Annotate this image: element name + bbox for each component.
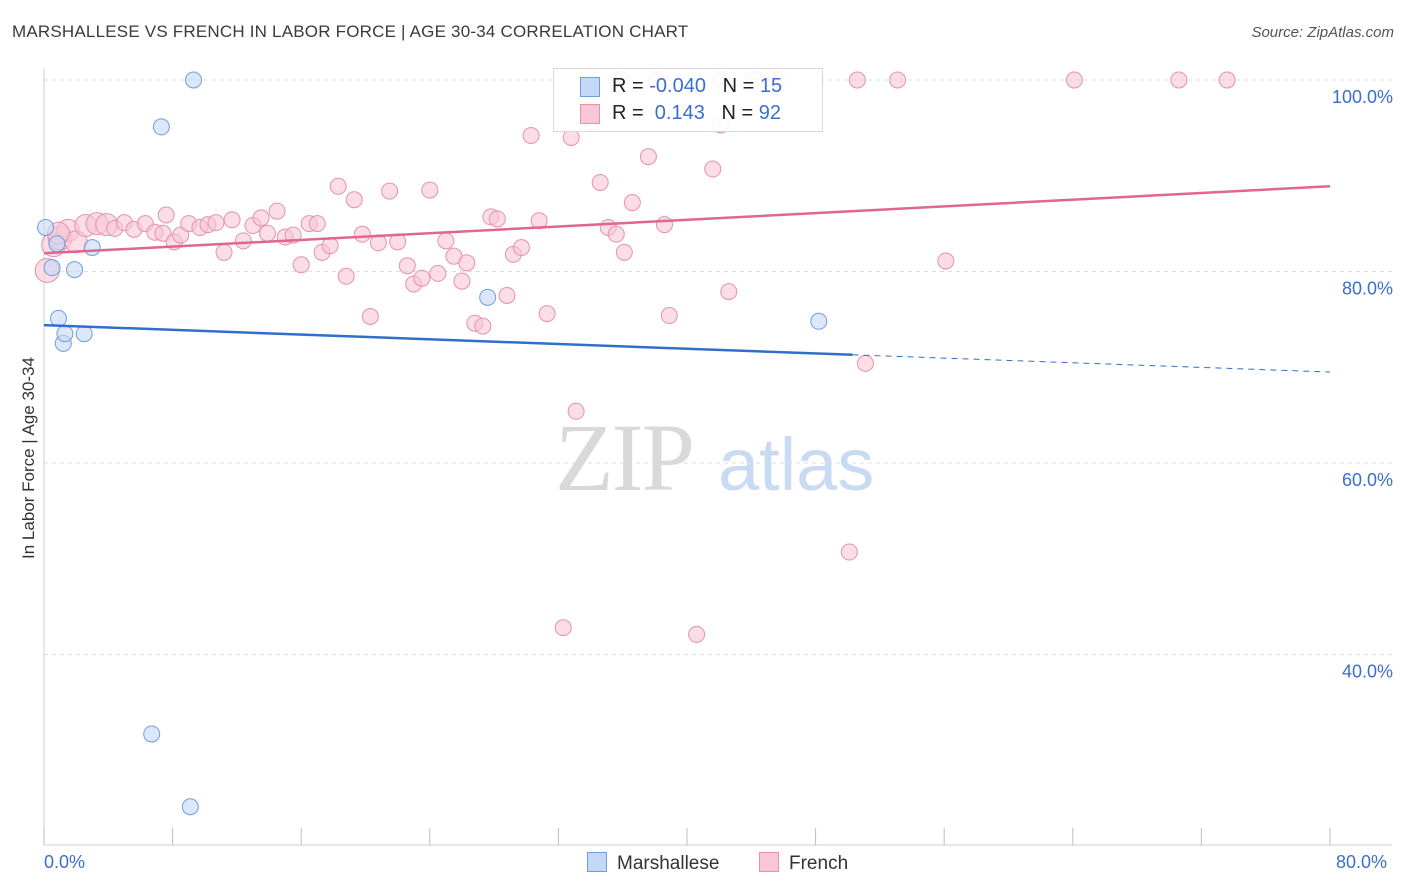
french-point	[567, 402, 585, 420]
x-axis-min-label: 0.0%	[44, 852, 86, 872]
marshallese-point	[43, 259, 61, 277]
french-point	[308, 215, 326, 233]
r-label: R =	[612, 102, 650, 124]
french-point	[413, 269, 431, 287]
french-point	[172, 226, 190, 244]
n-value: 15	[759, 75, 783, 97]
french-point	[498, 286, 516, 304]
marshallese-legend-label: Marshallese	[617, 853, 720, 874]
chart-title: MARSHALLESE VS FRENCH IN LABOR FORCE | A…	[12, 22, 689, 41]
french-point	[234, 232, 252, 250]
correlation-legend: R = -0.040 N = 15 R = 0.143 N = 92	[553, 68, 823, 132]
french-legend-swatch	[759, 852, 779, 872]
french-point	[258, 224, 276, 242]
y-tick-label: 100.0%	[1332, 87, 1393, 107]
french-legend-label: French	[789, 853, 849, 874]
french-point	[538, 305, 556, 323]
legend-french-stats: R = 0.143 N = 92	[612, 102, 781, 125]
y-tick-label: 60.0%	[1342, 470, 1393, 490]
marshallese-trendline	[43, 323, 853, 357]
french-point	[591, 173, 609, 191]
french-point	[154, 224, 172, 242]
french-point	[688, 625, 706, 643]
french-point	[607, 225, 625, 243]
marshallese-point	[143, 725, 161, 743]
legend-marshallese-stats: R = -0.040 N = 15	[612, 75, 782, 98]
french-point	[554, 619, 572, 637]
source-label: Source: ZipAtlas.com	[1251, 24, 1394, 41]
x-axis-max-label: 80.0%	[1336, 852, 1388, 872]
n-label: N =	[722, 75, 760, 97]
french-swatch	[580, 104, 600, 124]
french-point	[458, 254, 476, 272]
french-point	[512, 239, 530, 257]
french-point	[474, 317, 492, 335]
marshallese-point	[66, 261, 84, 279]
french-point	[623, 194, 641, 212]
marshallese-point	[49, 309, 67, 327]
french-point	[345, 191, 363, 209]
french-point	[488, 210, 506, 228]
marshallese-point	[56, 325, 74, 343]
french-point	[252, 209, 270, 227]
french-point	[353, 225, 371, 243]
marshallese-point	[152, 118, 170, 136]
marshallese-point	[48, 235, 66, 253]
french-point	[223, 211, 241, 229]
french-point	[429, 264, 447, 282]
french-point	[840, 543, 858, 561]
bottom-legend-marshallese: Marshallese	[587, 852, 719, 875]
french-point	[1218, 71, 1236, 89]
n-value: 92	[758, 102, 782, 124]
french-point	[856, 354, 874, 372]
french-point	[329, 177, 347, 195]
french-point	[1170, 71, 1188, 89]
french-point	[660, 307, 678, 325]
marshallese-point	[75, 325, 93, 343]
watermark-atlas: atlas	[718, 423, 874, 506]
french-point	[337, 267, 355, 285]
french-point	[1065, 71, 1083, 89]
marshallese-point	[810, 312, 828, 330]
r-value: 0.143	[649, 102, 705, 124]
marshallese-trendline-extension	[852, 354, 1331, 373]
french-point	[207, 214, 225, 232]
french-point	[398, 257, 416, 275]
french-point	[522, 127, 540, 145]
watermark-zip: ZIP	[555, 404, 693, 511]
french-point	[215, 243, 233, 261]
french-point	[655, 216, 673, 234]
marshallese-point	[479, 288, 497, 306]
marshallese-legend-swatch	[587, 852, 607, 872]
marshallese-point	[181, 798, 199, 816]
french-point	[381, 182, 399, 200]
french-point	[321, 237, 339, 255]
french-point	[453, 272, 471, 290]
french-point	[361, 308, 379, 326]
marshallese-point	[37, 218, 55, 236]
french-point	[889, 71, 907, 89]
bottom-legend-french: French	[759, 852, 848, 875]
french-point	[704, 160, 722, 178]
french-point	[268, 202, 286, 220]
french-point	[437, 232, 455, 250]
n-label: N =	[721, 102, 759, 124]
french-point	[157, 206, 175, 224]
marshallese-point	[83, 239, 101, 257]
r-value: -0.040	[649, 75, 706, 97]
french-point	[421, 181, 439, 199]
french-point	[292, 256, 310, 274]
french-point	[937, 252, 955, 270]
marshallese-point	[184, 71, 202, 89]
french-point	[848, 71, 866, 89]
y-tick-label: 80.0%	[1342, 279, 1393, 299]
french-point	[720, 283, 738, 301]
french-point	[639, 148, 657, 166]
r-label: R =	[612, 75, 650, 97]
marshallese-swatch	[580, 77, 600, 97]
y-tick-label: 40.0%	[1342, 662, 1393, 682]
french-point	[615, 243, 633, 261]
french-trendline	[43, 185, 1331, 255]
